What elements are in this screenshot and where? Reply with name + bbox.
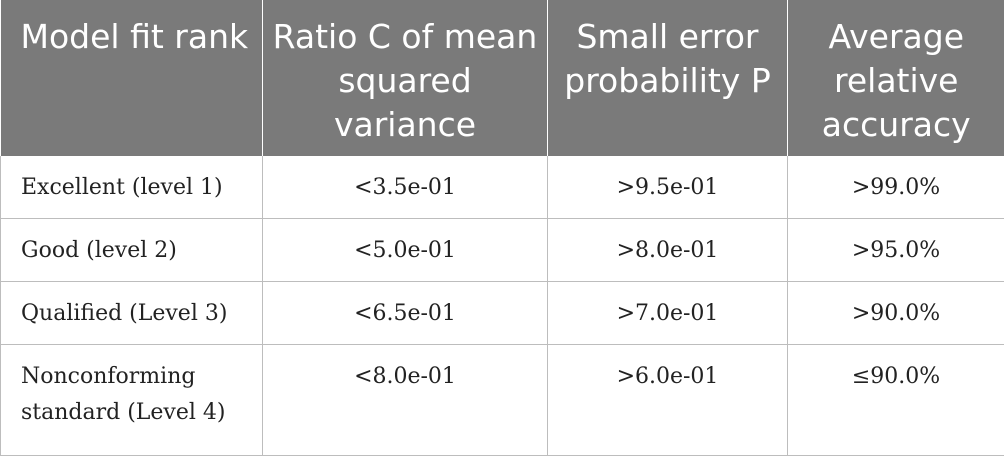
ratio-c-cell: <6.5e-01	[262, 281, 548, 345]
rank-cell: Good (level 2)	[0, 218, 263, 282]
column-header-label: Model fit rank	[20, 17, 249, 56]
table-body: Excellent (level 1) <3.5e-01 >9.5e-01 >9…	[0, 156, 1004, 456]
rank-cell: Excellent (level 1)	[0, 156, 263, 219]
column-header-label: Ratio C of mean squared variance	[272, 17, 538, 144]
rank-cell: Nonconforming standard (Level 4)	[0, 344, 263, 456]
cell-text: <6.5e-01	[354, 301, 456, 326]
cell-text: <3.5e-01	[354, 175, 456, 200]
header-row: Model fit rank Ratio C of mean squared v…	[0, 0, 1004, 156]
column-header-label: Average relative accuracy	[821, 17, 971, 144]
cell-text: >6.0e-01	[616, 364, 719, 389]
column-header-small-error-probability: Small error probability P	[547, 0, 788, 156]
column-header-model-fit-rank: Model fit rank	[0, 0, 263, 156]
small-error-probability-cell: >6.0e-01	[547, 344, 788, 456]
column-header-ratio-c: Ratio C of mean squared variance	[262, 0, 548, 156]
cell-text: >8.0e-01	[616, 238, 719, 263]
cell-text: >99.0%	[851, 175, 941, 200]
cell-text: >9.5e-01	[616, 175, 719, 200]
small-error-probability-cell: >9.5e-01	[547, 156, 788, 219]
cell-text: >7.0e-01	[616, 301, 719, 326]
small-error-probability-cell: >7.0e-01	[547, 281, 788, 345]
cell-text: <8.0e-01	[354, 364, 456, 389]
column-header-average-relative-accuracy: Average relative accuracy	[787, 0, 1004, 156]
cell-text: >95.0%	[851, 238, 941, 263]
rank-cell: Qualified (Level 3)	[0, 281, 263, 345]
average-relative-accuracy-cell: >95.0%	[787, 218, 1004, 282]
cell-text: Nonconforming standard (Level 4)	[21, 364, 226, 425]
average-relative-accuracy-cell: >90.0%	[787, 281, 1004, 345]
average-relative-accuracy-cell: ≤90.0%	[787, 344, 1004, 456]
table-row: Excellent (level 1) <3.5e-01 >9.5e-01 >9…	[0, 156, 1004, 219]
table-header: Model fit rank Ratio C of mean squared v…	[0, 0, 1004, 156]
table-row: Nonconforming standard (Level 4) <8.0e-0…	[0, 344, 1004, 456]
small-error-probability-cell: >8.0e-01	[547, 218, 788, 282]
cell-text: <5.0e-01	[354, 238, 456, 263]
average-relative-accuracy-cell: >99.0%	[787, 156, 1004, 219]
ratio-c-cell: <5.0e-01	[262, 218, 548, 282]
ratio-c-cell: <3.5e-01	[262, 156, 548, 219]
table-row: Qualified (Level 3) <6.5e-01 >7.0e-01 >9…	[0, 281, 1004, 345]
cell-text: >90.0%	[851, 301, 941, 326]
cell-text: Excellent (level 1)	[21, 175, 223, 200]
table-row: Good (level 2) <5.0e-01 >8.0e-01 >95.0%	[0, 218, 1004, 282]
model-fit-rank-table: Model fit rank Ratio C of mean squared v…	[0, 0, 1004, 456]
column-header-label: Small error probability P	[564, 17, 771, 100]
ratio-c-cell: <8.0e-01	[262, 344, 548, 456]
cell-text: Good (level 2)	[21, 238, 177, 263]
cell-text: ≤90.0%	[851, 364, 941, 389]
cell-text: Qualified (Level 3)	[21, 301, 228, 326]
